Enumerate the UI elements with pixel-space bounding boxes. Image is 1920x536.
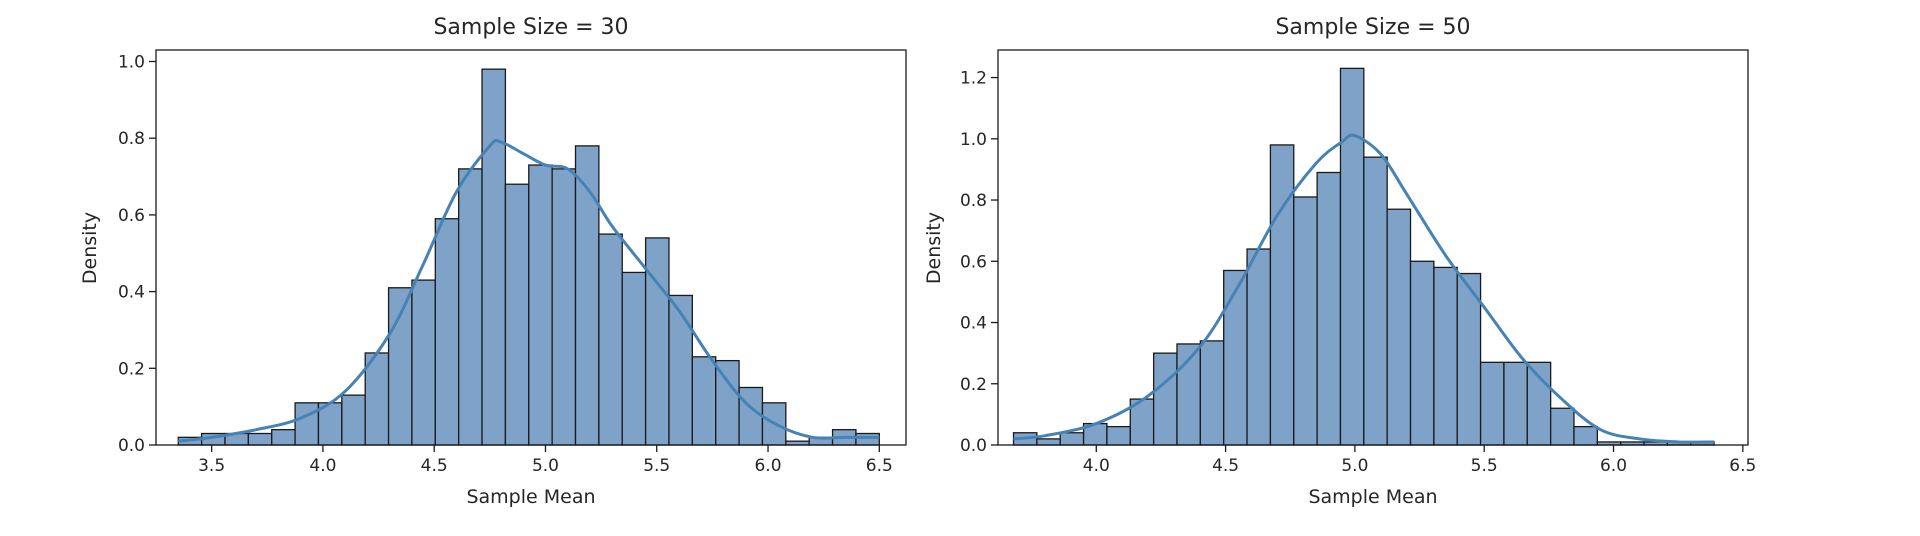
x-tick-label: 6.0 xyxy=(1600,456,1627,476)
histogram-bar xyxy=(551,168,577,446)
histogram-bar xyxy=(1293,196,1318,446)
x-tick-label: 5.5 xyxy=(643,456,670,476)
histogram-bar xyxy=(294,402,320,446)
histogram-bar xyxy=(1199,340,1225,446)
x-tick-label: 5.5 xyxy=(1471,456,1498,476)
y-tick-label: 0.6 xyxy=(118,206,145,226)
histogram-bar xyxy=(855,432,880,446)
histogram-bar xyxy=(598,233,623,446)
chart-title: Sample Size = 30 xyxy=(433,15,628,40)
x-tick-label: 3.5 xyxy=(198,456,225,476)
histogram-bar xyxy=(1223,269,1248,446)
y-tick-label: 0.4 xyxy=(118,283,145,303)
histogram-bar xyxy=(1269,144,1295,446)
x-tick-label: 6.5 xyxy=(1729,456,1756,476)
y-tick-label: 0.2 xyxy=(960,375,987,395)
plot-frame xyxy=(155,49,907,446)
subplot-sample-size-30: Sample Size = 30 3.5 4.0 4.5 5.0 5.5 6.0 6.5 0… xyxy=(79,15,907,508)
y-tick-label: 1.0 xyxy=(960,130,987,150)
histogram-bar xyxy=(1363,156,1388,446)
x-tick-label: 6.0 xyxy=(754,456,781,476)
histogram-bar xyxy=(1036,438,1061,446)
x-axis-ticks: 3.5 4.0 4.5 5.0 5.5 6.0 6.5 xyxy=(198,445,893,476)
histogram-bar xyxy=(668,294,693,446)
histogram-bar xyxy=(528,164,553,446)
histogram-bar xyxy=(1059,432,1085,446)
x-axis-ticks: 4.0 4.5 5.0 5.5 6.0 6.5 xyxy=(1083,445,1756,476)
histogram-bar xyxy=(504,183,530,446)
histogram-bar xyxy=(1550,407,1575,446)
kde-curve xyxy=(1013,133,1715,444)
histogram-bar xyxy=(1316,171,1342,446)
plot-frame xyxy=(997,49,1749,446)
histogram-bar xyxy=(1409,260,1435,446)
x-axis-label: Sample Mean xyxy=(466,486,595,508)
histogram-bar xyxy=(1152,352,1178,446)
histogram-bar xyxy=(621,271,647,446)
histogram-bar xyxy=(341,394,366,446)
y-tick-label: 0.2 xyxy=(118,359,145,379)
histogram-bar xyxy=(1479,361,1505,446)
histogram-bar xyxy=(715,359,740,446)
histogram-bar xyxy=(247,432,273,446)
histogram-bar xyxy=(644,237,670,446)
histogram-bar xyxy=(738,386,764,446)
y-axis-ticks: 0.0 0.2 0.4 0.6 0.8 1.0 1.2 xyxy=(960,69,998,456)
histogram-bar xyxy=(481,68,507,446)
histogram-bars xyxy=(1012,67,1715,446)
x-tick-label: 5.0 xyxy=(1341,456,1368,476)
histogram-bar xyxy=(1526,361,1552,446)
x-axis-label: Sample Mean xyxy=(1308,486,1437,508)
y-tick-label: 1.2 xyxy=(960,69,987,89)
y-axis-label: Density xyxy=(79,212,101,284)
subplot-sample-size-50: Sample Size = 50 4.0 4.5 5.0 5.5 6.0 6.5 0.00… xyxy=(923,15,1756,508)
x-tick-label: 4.0 xyxy=(1083,456,1110,476)
histogram-bar xyxy=(434,218,460,446)
y-tick-label: 0.0 xyxy=(118,436,145,456)
histogram-bar xyxy=(1246,248,1272,446)
y-tick-label: 0.4 xyxy=(960,314,987,334)
histogram-bar xyxy=(691,356,717,446)
x-tick-label: 4.5 xyxy=(1212,456,1239,476)
y-tick-label: 0.0 xyxy=(960,436,987,456)
y-tick-label: 0.8 xyxy=(960,191,987,211)
histogram-bar xyxy=(1339,67,1365,446)
y-axis-label: Density xyxy=(923,212,945,284)
y-tick-label: 0.8 xyxy=(118,129,145,149)
x-tick-label: 5.0 xyxy=(532,456,559,476)
x-tick-label: 4.0 xyxy=(309,456,336,476)
histogram-bar xyxy=(458,168,483,446)
histogram-bar xyxy=(411,279,436,446)
histogram-bar xyxy=(1503,361,1528,446)
chart-title: Sample Size = 50 xyxy=(1275,15,1470,40)
histogram-bars xyxy=(177,68,880,446)
histogram-bar xyxy=(271,429,296,446)
histogram-bar xyxy=(1386,208,1412,446)
x-tick-label: 4.5 xyxy=(421,456,448,476)
y-tick-label: 1.0 xyxy=(118,53,145,73)
histogram-bar xyxy=(1106,425,1131,446)
histogram-bar xyxy=(1433,266,1458,446)
kde-curve xyxy=(178,138,880,443)
y-tick-label: 0.6 xyxy=(960,252,987,272)
y-axis-ticks: 0.0 0.2 0.4 0.6 0.8 1.0 xyxy=(118,53,156,456)
histogram-bar xyxy=(1573,425,1599,446)
x-tick-label: 6.5 xyxy=(866,456,893,476)
